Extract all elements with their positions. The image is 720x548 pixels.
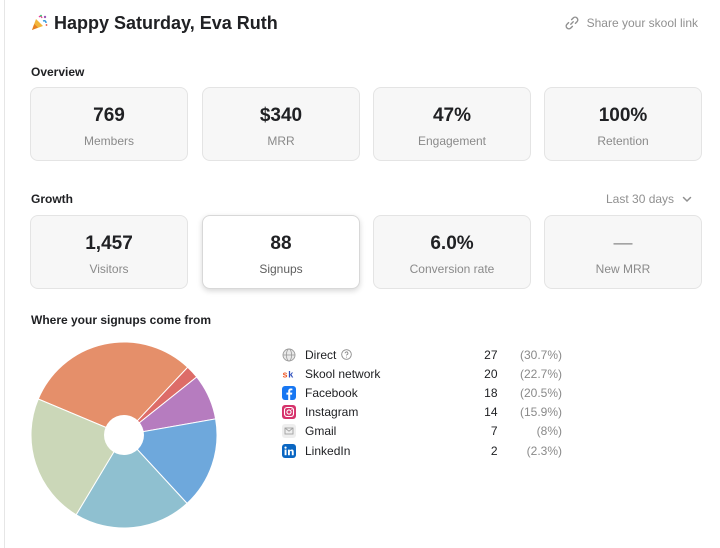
retention-value: 100%: [598, 105, 648, 126]
date-range-dropdown[interactable]: Last 30 days: [606, 192, 692, 206]
members-value: 769: [93, 105, 125, 126]
conversion-rate-value: 6.0%: [430, 233, 474, 254]
signup-sources-list: Direct 27 (30.7%) s k Skool network 20 (…: [282, 345, 562, 460]
greeting-title: Happy Saturday, Eva Ruth: [54, 12, 278, 33]
date-range-label: Last 30 days: [606, 192, 675, 206]
source-percent: (8%): [536, 424, 562, 439]
share-link-button[interactable]: Share your skool link: [564, 15, 698, 31]
retention-label: Retention: [597, 134, 649, 148]
facebook-icon: [282, 385, 296, 400]
retention-card[interactable]: 100% Retention: [544, 87, 702, 161]
page-header: Happy Saturday, Eva Ruth Share your skoo…: [30, 10, 698, 36]
instagram-icon: [282, 405, 296, 420]
source-percent: (22.7%): [519, 366, 562, 381]
mrr-value: $340: [259, 105, 303, 126]
source-name: Facebook: [305, 385, 358, 400]
globe-icon: [282, 348, 296, 362]
link-icon: [565, 16, 579, 30]
growth-title: Growth: [31, 192, 73, 206]
source-count: 7: [490, 424, 498, 439]
visitors-card[interactable]: 1,457 Visitors: [30, 215, 188, 289]
source-count: 18: [484, 385, 498, 400]
signup-sources-title: Where your signups come from: [31, 313, 212, 327]
visitors-label: Visitors: [89, 262, 129, 276]
source-name: Skool network: [305, 366, 381, 381]
source-name: Direct: [305, 347, 337, 362]
source-count: 14: [484, 405, 498, 420]
source-count: 2: [490, 443, 498, 458]
source-percent: (20.5%): [519, 385, 562, 400]
members-card[interactable]: 769 Members: [30, 87, 188, 161]
mrr-card[interactable]: $340 MRR: [202, 87, 360, 161]
source-name: Gmail: [305, 424, 337, 439]
conversion-rate-label: Conversion rate: [409, 262, 495, 276]
pie-slice-direct: [37, 341, 189, 436]
mrr-label: MRR: [267, 134, 295, 148]
source-row-linkedin: LinkedIn 2 (2.3%): [282, 441, 562, 460]
pie-slice-skool-network: [30, 398, 125, 516]
pie-slice-instagram: [123, 418, 218, 505]
share-link-label: Share your skool link: [586, 16, 698, 30]
source-row-instagram: Instagram 14 (15.9%): [282, 403, 562, 422]
svg-text:s: s: [283, 369, 288, 379]
new-mrr-label: New MRR: [595, 262, 651, 276]
members-label: Members: [83, 134, 134, 148]
chevron-down-icon: [682, 196, 692, 203]
signups-value: 88: [270, 233, 292, 254]
conversion-rate-card[interactable]: 6.0% Conversion rate: [373, 215, 531, 289]
source-name: LinkedIn: [305, 443, 351, 458]
source-row-direct: Direct 27 (30.7%): [282, 345, 562, 364]
signups-label: Signups: [259, 262, 303, 276]
source-row-gmail: Gmail 7 (8%): [282, 422, 562, 441]
pie-slice-facebook: [75, 434, 188, 529]
help-icon[interactable]: [341, 349, 353, 360]
new-mrr-card[interactable]: — New MRR: [544, 215, 702, 289]
source-count: 20: [484, 366, 498, 381]
source-percent: (15.9%): [519, 405, 562, 420]
source-row-facebook: Facebook 18 (20.5%): [282, 383, 562, 402]
signups-card[interactable]: 88 Signups: [202, 215, 360, 289]
skool-icon: s k: [282, 367, 296, 381]
svg-text:k: k: [288, 369, 294, 379]
greeting: Happy Saturday, Eva Ruth: [30, 13, 278, 34]
source-percent: (2.3%): [526, 443, 562, 458]
source-count: 27: [484, 347, 498, 362]
visitors-value: 1,457: [85, 233, 133, 254]
engagement-label: Engagement: [417, 134, 487, 148]
new-mrr-value: —: [613, 233, 633, 254]
engagement-card[interactable]: 47% Engagement: [373, 87, 531, 161]
source-name: Instagram: [305, 405, 359, 420]
party-popper-icon: [32, 14, 48, 30]
engagement-value: 47%: [432, 105, 472, 126]
pie-center-hole: [104, 415, 144, 455]
source-percent: (30.7%): [519, 347, 562, 362]
left-divider: [4, 0, 5, 548]
source-row-skool-network: s k Skool network 20 (22.7%): [282, 364, 563, 383]
linkedin-icon: [282, 443, 296, 458]
gmail-icon: [282, 424, 296, 439]
signup-sources-pie-chart: [30, 341, 218, 529]
overview-title: Overview: [31, 65, 85, 79]
